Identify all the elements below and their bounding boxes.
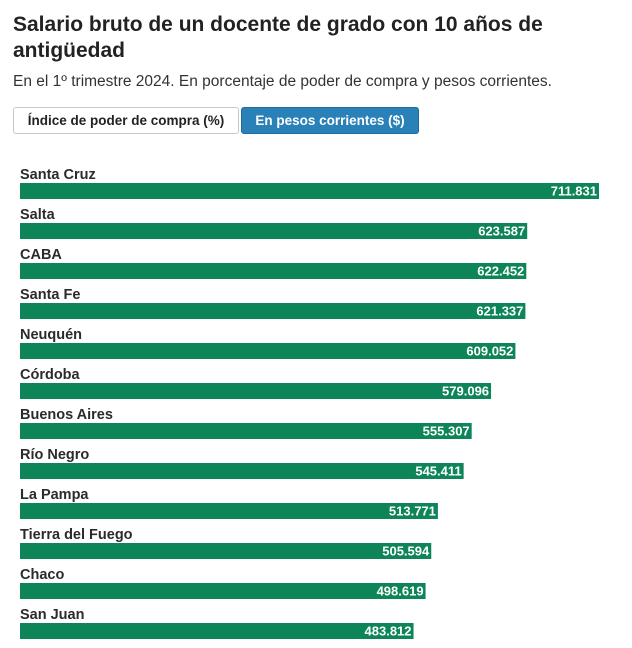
category-label-tierra-del-fuego: Tierra del Fuego bbox=[20, 527, 133, 543]
bar-tierra-del-fuego[interactable] bbox=[20, 543, 432, 559]
bar-chaco[interactable] bbox=[20, 583, 426, 599]
category-label-caba: CABA bbox=[20, 247, 62, 263]
value-label-rio-negro: 545.411 bbox=[415, 464, 461, 479]
category-label-la-pampa: La Pampa bbox=[20, 487, 89, 503]
category-label-san-juan: San Juan bbox=[20, 607, 84, 623]
bar-salta[interactable] bbox=[20, 223, 528, 239]
bar-buenos-aires[interactable] bbox=[20, 423, 472, 439]
category-label-cordoba: Córdoba bbox=[20, 367, 81, 383]
bar-san-juan[interactable] bbox=[20, 623, 414, 639]
bar-chart: Santa Cruz 711.831 Salta 623.587 CABA 622.452… bbox=[20, 167, 599, 640]
chart-subtitle: En el 1º trimestre 2024. En porcentaje d… bbox=[13, 73, 552, 90]
value-label-tierra-del-fuego: 505.594 bbox=[382, 544, 430, 559]
value-label-san-juan: 483.812 bbox=[365, 624, 412, 639]
value-label-buenos-aires: 555.307 bbox=[423, 424, 470, 439]
category-label-santa-cruz: Santa Cruz bbox=[20, 167, 96, 183]
value-label-santa-cruz: 711.831 bbox=[551, 184, 597, 199]
category-label-chaco: Chaco bbox=[20, 567, 64, 583]
category-label-santa-fe: Santa Fe bbox=[20, 287, 80, 303]
value-label-salta: 623.587 bbox=[478, 224, 525, 239]
value-label-la-pampa: 513.771 bbox=[389, 504, 436, 519]
chart-title: Salario bruto de un docente de grado con… bbox=[13, 13, 543, 62]
bar-caba[interactable] bbox=[20, 263, 527, 279]
category-label-buenos-aires: Buenos Aires bbox=[20, 407, 113, 423]
value-label-caba: 622.452 bbox=[477, 264, 524, 279]
bar-rio-negro[interactable] bbox=[20, 463, 464, 479]
bar-santa-fe[interactable] bbox=[20, 303, 526, 319]
value-label-chaco: 498.619 bbox=[377, 584, 424, 599]
bar-santa-cruz[interactable] bbox=[20, 183, 599, 199]
category-label-neuquen: Neuquén bbox=[20, 327, 82, 343]
value-label-santa-fe: 621.337 bbox=[476, 304, 523, 319]
view-toggle: Índice de poder de compra (%) En pesos c… bbox=[13, 107, 419, 134]
bar-la-pampa[interactable] bbox=[20, 503, 438, 519]
category-label-salta: Salta bbox=[20, 207, 56, 223]
value-label-cordoba: 579.096 bbox=[442, 384, 489, 399]
tab-purchasing-power-index[interactable]: Índice de poder de compra (%) bbox=[13, 107, 239, 134]
tab-current-pesos[interactable]: En pesos corrientes ($) bbox=[241, 107, 419, 134]
category-label-rio-negro: Río Negro bbox=[20, 447, 89, 463]
bar-cordoba[interactable] bbox=[20, 383, 492, 399]
bar-neuquen[interactable] bbox=[20, 343, 516, 359]
value-label-neuquen: 609.052 bbox=[466, 344, 513, 359]
